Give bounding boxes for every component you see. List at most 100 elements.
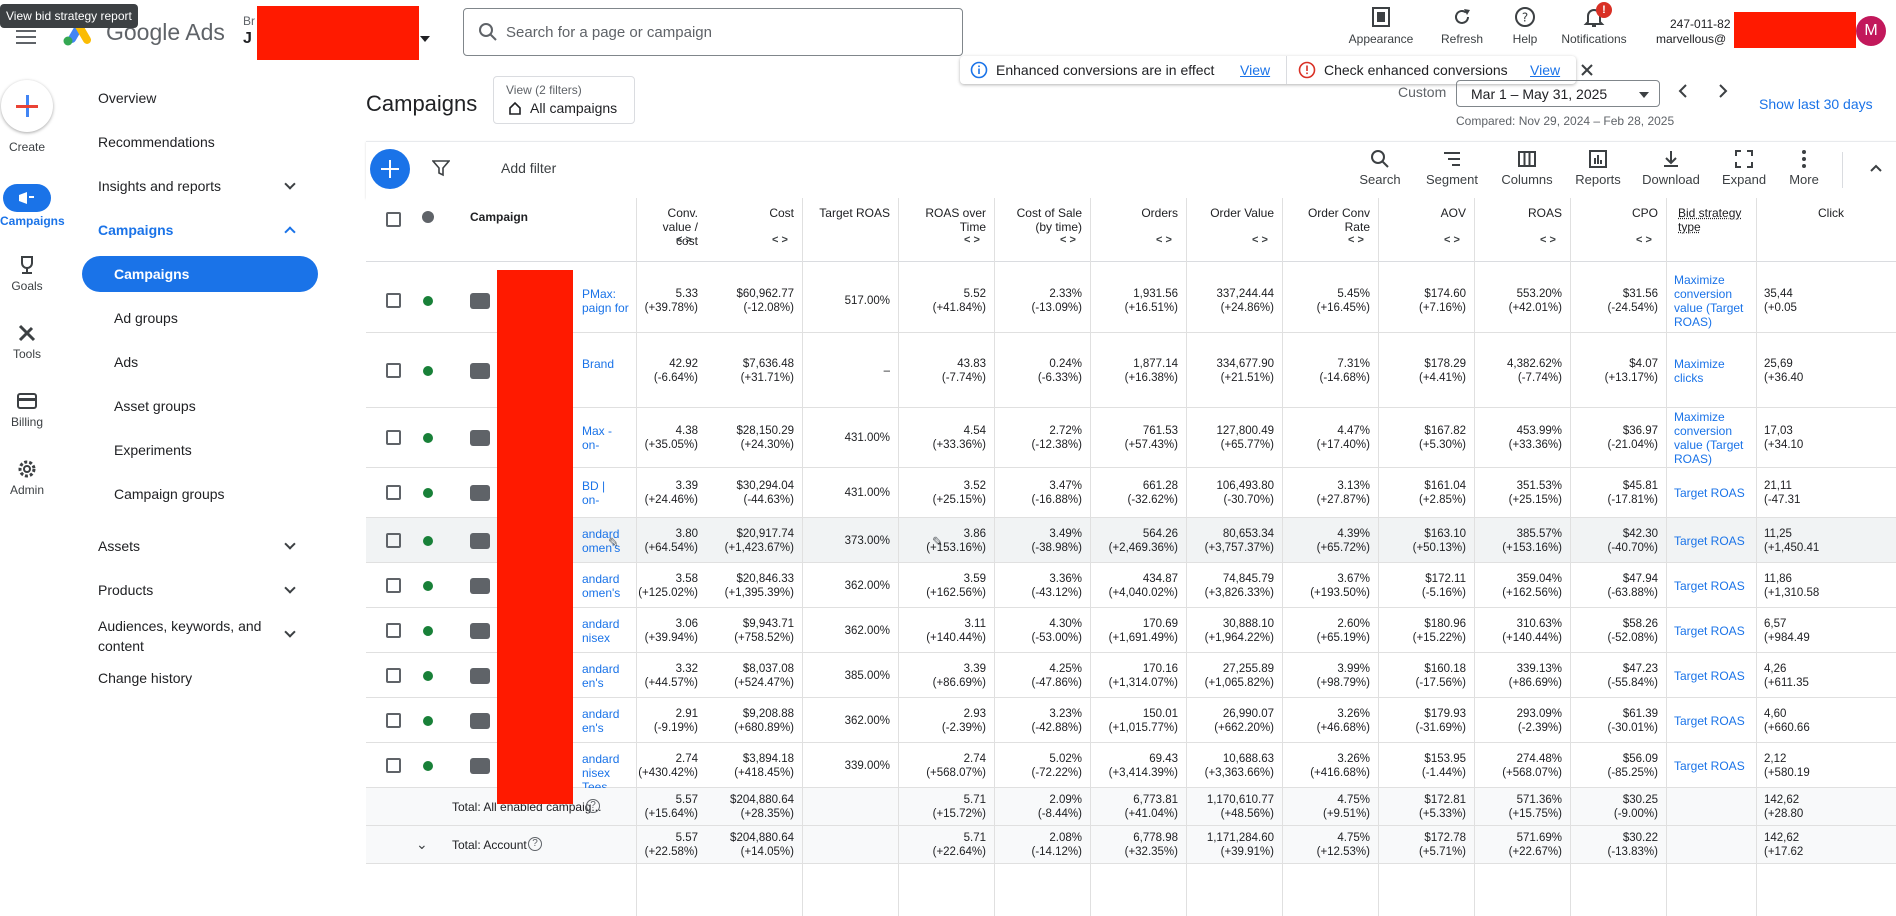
table-row[interactable]: andard omen's 3.58 (+125.02%) $20,846.33 (+1…	[366, 563, 1896, 608]
table-row[interactable]: andard en's 3.32 (+44.57%) $8,037.08 (+524.4…	[366, 653, 1896, 698]
tool-reports[interactable]: Reports	[1572, 148, 1624, 187]
sort-icon[interactable]: < >	[1156, 234, 1172, 246]
add-filter-button[interactable]: Add filter	[501, 160, 557, 176]
chevron-down-icon[interactable]	[284, 538, 296, 550]
table-row[interactable]: andard nisex 3.06 (+39.94%) $9,943.71 (+758.…	[366, 608, 1896, 653]
nav-sub-asset-groups[interactable]: Asset groups	[114, 398, 196, 414]
row-checkbox[interactable]	[386, 293, 401, 308]
row-checkbox[interactable]	[386, 758, 401, 773]
nav-sub-campaigns[interactable]: Campaigns	[114, 266, 190, 282]
view-filter-button[interactable]: View (2 filters) All campaigns	[493, 76, 635, 124]
tool-segment[interactable]: Segment	[1424, 148, 1480, 187]
table-row[interactable]: andard en's 2.91 (-9.19%) $9,208.88 (+680.89…	[366, 698, 1896, 743]
bid-strategy-link[interactable]: Target ROAS	[1674, 534, 1745, 548]
col-target-roas[interactable]: Target ROAS	[819, 206, 890, 220]
prev-period-icon[interactable]	[1676, 82, 1690, 100]
nav-insights[interactable]: Insights and reports	[98, 178, 221, 194]
col-bid-strategy[interactable]: Bid strategy type	[1678, 206, 1742, 234]
bid-strategy-link[interactable]: Maximize conversion value (Target ROAS)	[1674, 410, 1744, 466]
row-checkbox[interactable]	[386, 668, 401, 683]
col-cost[interactable]: Cost	[769, 206, 794, 220]
bid-strategy-link[interactable]: Target ROAS	[1674, 486, 1745, 500]
table-row[interactable]: andard nisex Tees 2.74 (+430.42%) $3,894.18…	[366, 743, 1896, 794]
chevron-down-icon[interactable]	[284, 178, 296, 190]
menu-icon[interactable]	[16, 30, 36, 44]
account-dropdown-icon[interactable]	[420, 36, 430, 42]
nav-overview[interactable]: Overview	[98, 90, 157, 106]
campaign-name-link[interactable]: PMax: paign for	[582, 287, 629, 315]
bid-strategy-link[interactable]: Target ROAS	[1674, 714, 1745, 728]
col-conv-value-cost[interactable]: Conv. value / cost	[662, 206, 698, 248]
collapse-icon[interactable]	[1868, 160, 1884, 176]
help-button[interactable]: ? Help	[1505, 6, 1545, 46]
notice2-link[interactable]: View	[1530, 62, 1561, 78]
col-orders[interactable]: Orders	[1141, 206, 1178, 220]
tool-columns[interactable]: Columns	[1500, 148, 1554, 187]
campaign-name-link[interactable]: andard omen's	[582, 527, 621, 555]
rail-item-tools[interactable]: Tools	[0, 322, 54, 361]
nav-sub-experiments[interactable]: Experiments	[114, 442, 192, 458]
col-roas[interactable]: ROAS	[1527, 206, 1562, 220]
campaign-name-link[interactable]: andard en's	[582, 707, 620, 735]
sort-icon[interactable]: < >	[964, 234, 980, 246]
row-checkbox[interactable]	[386, 533, 401, 548]
rail-item-campaigns[interactable]: Campaigns	[0, 184, 65, 228]
table-row[interactable]: Brand 42.92 (-6.64%) $7,636.48 (+31.71%) –43.…	[366, 333, 1896, 408]
sort-icon[interactable]: < >	[1252, 234, 1268, 246]
nav-sub-ad-groups[interactable]: Ad groups	[114, 310, 178, 326]
table-row[interactable]: PMax: paign for 5.33 (+39.78%) $60,962.77 (-…	[366, 268, 1896, 333]
col-order-value[interactable]: Order Value	[1210, 206, 1274, 220]
campaign-name-link[interactable]: andard omen's	[582, 572, 621, 600]
bid-strategy-link[interactable]: Target ROAS	[1674, 624, 1745, 638]
nav-sub-ads[interactable]: Ads	[114, 354, 139, 370]
table-row[interactable]: BD | on- 3.39 (+24.46%) $30,294.04 (-44.63%)…	[366, 468, 1896, 518]
search-input[interactable]: Search for a page or campaign	[463, 8, 963, 56]
sort-icon[interactable]: < >	[1348, 234, 1364, 246]
campaign-name-link[interactable]: andard nisex	[582, 617, 620, 645]
campaign-name-link[interactable]: andard en's	[582, 662, 620, 690]
tool-more[interactable]: More	[1784, 148, 1824, 187]
tool-expand[interactable]: Expand	[1720, 148, 1768, 187]
add-campaign-button[interactable]	[370, 149, 410, 189]
chevron-down-icon[interactable]	[284, 582, 296, 594]
col-roas-over-time[interactable]: ROAS over Time	[925, 206, 986, 234]
chevron-down-icon[interactable]: ⌄	[416, 836, 428, 852]
bid-strategy-link[interactable]: Target ROAS	[1674, 579, 1745, 593]
help-icon[interactable]: ?	[586, 799, 600, 813]
sort-icon[interactable]: < >	[1444, 234, 1460, 246]
campaign-name-link[interactable]: BD | on-	[582, 479, 606, 507]
bid-strategy-link[interactable]: Maximize conversion value (Target ROAS)	[1674, 273, 1744, 329]
row-checkbox[interactable]	[386, 713, 401, 728]
col-cost-of-sale[interactable]: Cost of Sale (by time)	[1016, 206, 1082, 234]
show-last-30-link[interactable]: Show last 30 days	[1759, 96, 1873, 112]
select-all-checkbox[interactable]	[386, 212, 401, 227]
sort-icon[interactable]: < >	[676, 234, 692, 246]
nav-assets[interactable]: Assets	[98, 538, 141, 554]
row-checkbox[interactable]	[386, 430, 401, 445]
bid-strategy-link[interactable]: Maximize clicks	[1674, 357, 1725, 385]
rail-item-admin[interactable]: Admin	[0, 458, 54, 497]
filter-icon[interactable]	[432, 159, 450, 177]
row-checkbox[interactable]	[386, 578, 401, 593]
bid-strategy-link[interactable]: Target ROAS	[1674, 669, 1745, 683]
refresh-button[interactable]: Refresh	[1432, 6, 1492, 46]
campaign-name-link[interactable]: Max - on-	[582, 424, 612, 452]
sort-icon[interactable]: < >	[772, 234, 788, 246]
sort-icon[interactable]: < >	[1540, 234, 1556, 246]
tool-download[interactable]: Download	[1640, 148, 1702, 187]
sort-icon[interactable]: < >	[1060, 234, 1076, 246]
next-period-icon[interactable]	[1716, 82, 1730, 100]
table-row[interactable]: Max - on- 4.38 (+35.05%) $28,150.29 (+24.30%…	[366, 408, 1896, 468]
campaign-name-link[interactable]: Brand	[582, 357, 615, 371]
col-order-conv-rate[interactable]: Order Conv Rate	[1307, 206, 1370, 234]
help-icon[interactable]: ?	[528, 837, 542, 851]
campaign-name-link[interactable]: andard nisex Tees	[582, 752, 620, 794]
nav-campaigns-group[interactable]: Campaigns	[98, 222, 174, 238]
tool-search[interactable]: Search	[1356, 148, 1404, 187]
notice1-link[interactable]: View	[1240, 62, 1271, 78]
col-cpo[interactable]: CPO	[1631, 206, 1658, 220]
col-clicks[interactable]: Click	[1818, 206, 1844, 220]
bid-strategy-link[interactable]: Target ROAS	[1674, 759, 1745, 773]
nav-change-history[interactable]: Change history	[98, 670, 193, 686]
rail-item-goals[interactable]: Goals	[0, 254, 54, 293]
